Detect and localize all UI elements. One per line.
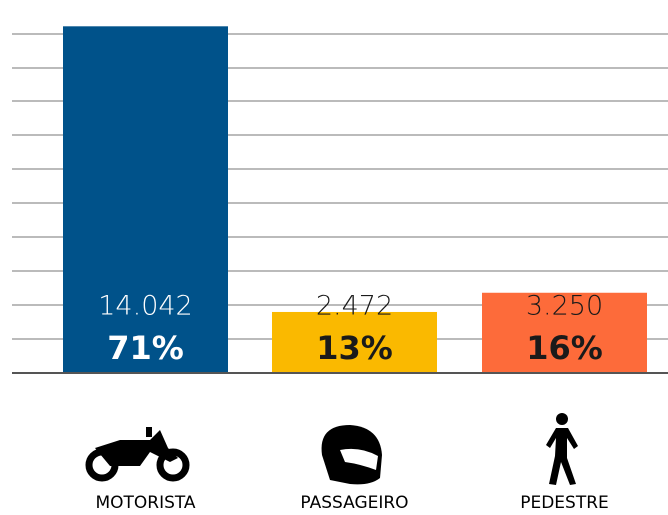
bar xyxy=(482,292,647,373)
pedestrian-icon xyxy=(546,413,578,485)
category-label: MOTORISTA xyxy=(95,493,195,513)
share-label: 13% xyxy=(316,329,393,367)
bar xyxy=(63,26,228,373)
value-label: 14.042 xyxy=(98,291,192,322)
category-label: PEDESTRE xyxy=(520,493,609,513)
share-label: 16% xyxy=(526,329,603,367)
share-label: 71% xyxy=(107,329,184,367)
helmet-icon xyxy=(321,425,382,485)
category-label: PASSAGEIRO xyxy=(300,493,408,513)
value-label: 3.250 xyxy=(526,291,603,322)
value-label: 2.472 xyxy=(316,291,393,322)
motorcycle-icon xyxy=(85,427,190,482)
bars xyxy=(63,26,647,373)
labels: 14.042 71% MOTORISTA 2.472 13% PASSAGEIRO 3.25… xyxy=(95,291,608,514)
bar xyxy=(272,311,437,373)
